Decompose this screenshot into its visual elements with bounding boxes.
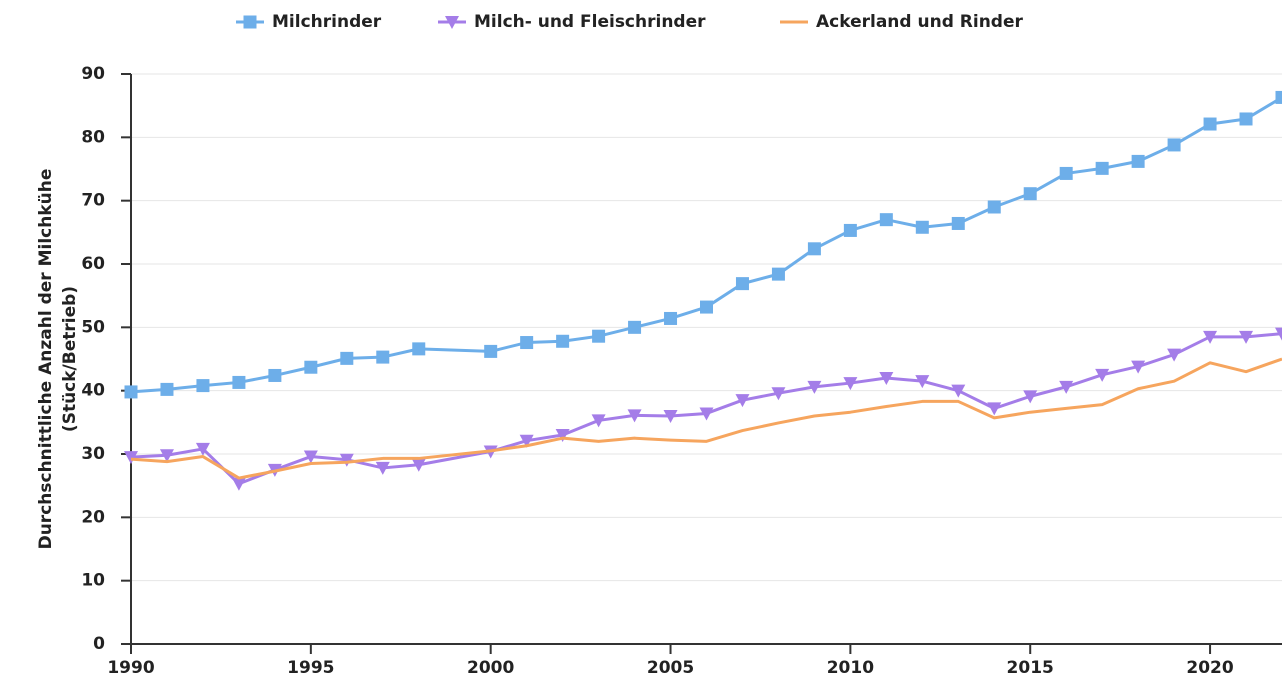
series-line	[130, 332, 1282, 486]
marker	[232, 375, 246, 389]
marker	[700, 300, 713, 314]
marker	[375, 461, 390, 475]
y-axis-label: Durchschnittliche Anzahl der Milchkühe	[36, 169, 56, 550]
marker	[124, 451, 138, 465]
marker	[807, 380, 822, 394]
marker	[1131, 154, 1145, 168]
marker	[951, 384, 966, 398]
marker	[1203, 330, 1218, 344]
y-tick-label: 60	[81, 254, 105, 274]
marker	[1239, 330, 1254, 344]
marker	[124, 385, 138, 399]
legend-label: Milchrinder	[272, 12, 382, 32]
marker	[843, 223, 857, 237]
marker	[1059, 166, 1073, 180]
y-tick-label: 90	[81, 64, 105, 84]
marker	[231, 477, 246, 491]
marker	[987, 402, 1002, 416]
marker	[1239, 112, 1253, 126]
legend-label: Ackerland und Rinder	[816, 12, 1023, 32]
marker	[1023, 187, 1037, 201]
marker	[1095, 368, 1110, 382]
x-tick-label: 2020	[1186, 658, 1233, 678]
marker	[699, 407, 714, 421]
marker	[735, 394, 750, 408]
marker	[196, 379, 210, 393]
x-tick-label: 2005	[647, 658, 694, 678]
legend-label: Milch- und Fleischrinder	[474, 12, 706, 32]
y-tick-label: 70	[81, 191, 105, 211]
marker	[1095, 161, 1109, 175]
marker	[520, 336, 534, 350]
marker	[160, 382, 174, 396]
y-axis-label: (Stück/Betrieb)	[60, 286, 80, 432]
marker	[340, 351, 354, 365]
marker	[1275, 90, 1282, 104]
marker	[807, 242, 821, 256]
legend-marker	[243, 15, 257, 29]
y-tick-label: 80	[81, 127, 105, 147]
marker	[592, 329, 606, 343]
marker	[519, 434, 534, 448]
marker	[951, 216, 965, 230]
marker	[303, 450, 318, 464]
marker	[556, 334, 570, 348]
y-tick-label: 50	[81, 317, 105, 337]
marker	[879, 372, 894, 385]
marker	[1275, 327, 1282, 341]
marker	[915, 220, 929, 234]
x-tick-label: 1995	[287, 658, 334, 678]
marker	[987, 200, 1001, 214]
y-tick-label: 10	[81, 571, 105, 591]
marker	[663, 410, 678, 423]
marker	[735, 277, 749, 291]
marker	[412, 342, 426, 356]
marker	[1167, 348, 1182, 362]
x-tick-label: 1990	[107, 658, 154, 678]
marker	[304, 360, 318, 374]
series-line	[130, 96, 1282, 394]
marker	[843, 377, 858, 391]
marker	[555, 429, 570, 442]
marker	[268, 368, 282, 382]
marker	[1023, 390, 1038, 404]
marker	[771, 387, 786, 401]
y-tick-label: 40	[81, 381, 105, 401]
marker	[159, 449, 174, 463]
x-tick-label: 2010	[827, 658, 874, 678]
marker	[627, 409, 642, 423]
y-tick-label: 20	[81, 507, 105, 527]
marker	[664, 311, 678, 325]
marker	[411, 458, 426, 472]
y-tick-label: 0	[93, 634, 105, 654]
marker	[1059, 380, 1074, 394]
marker	[879, 213, 893, 227]
marker	[376, 350, 390, 364]
x-tick-label: 2015	[1007, 658, 1054, 678]
marker	[771, 267, 785, 281]
y-tick-label: 30	[81, 444, 105, 464]
x-tick-label: 2000	[467, 658, 514, 678]
marker	[915, 375, 930, 389]
legend-marker	[445, 16, 459, 29]
series-line	[130, 357, 1282, 480]
marker	[1131, 360, 1146, 374]
marker	[591, 414, 606, 428]
marker	[195, 442, 210, 456]
marker	[484, 344, 498, 358]
marker	[1203, 117, 1217, 131]
marker	[1167, 138, 1181, 152]
marker	[628, 320, 642, 334]
marker	[339, 453, 354, 467]
